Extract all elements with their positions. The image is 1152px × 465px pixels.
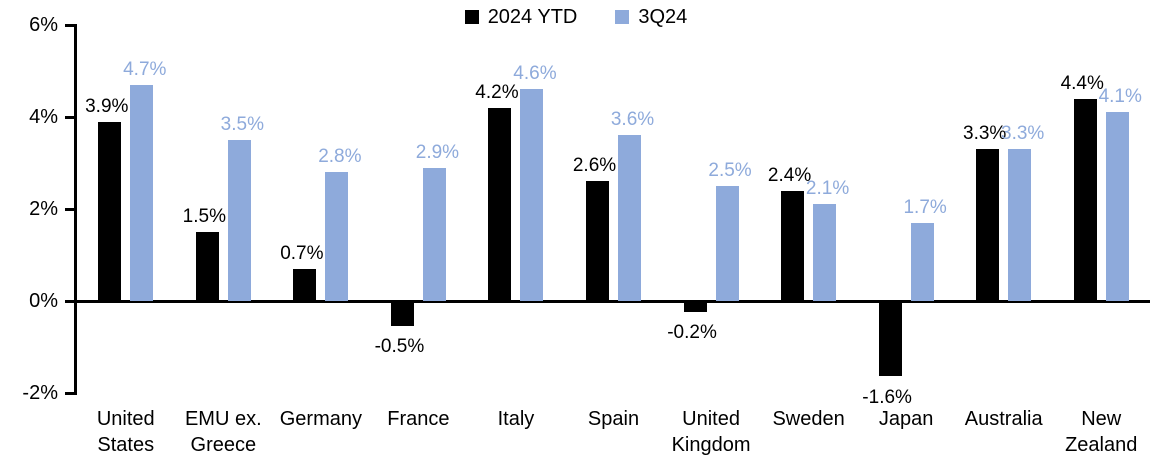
bar-3q24-australia bbox=[1008, 149, 1032, 301]
legend-label-3q24: 3Q24 bbox=[638, 6, 688, 28]
bar-3q24-sweden bbox=[813, 204, 837, 301]
y-axis-tick bbox=[65, 391, 77, 395]
value-label-3q24-germany: 2.8% bbox=[318, 146, 362, 168]
bar-3q24-united-states bbox=[130, 84, 154, 301]
value-label-2024-ytd-sweden: 2.4% bbox=[767, 164, 812, 186]
category-label-spain: Spain bbox=[587, 408, 640, 430]
x-axis-line bbox=[74, 299, 1150, 303]
value-label-2024-ytd-new-zealand: 4.4% bbox=[1060, 72, 1104, 94]
bar-3q24-france bbox=[422, 167, 446, 301]
value-label-3q24-spain: 3.6% bbox=[610, 109, 655, 131]
bar-3q24-emu-ex-greece bbox=[227, 140, 251, 301]
bar-2024-ytd-spain bbox=[586, 181, 609, 301]
bar-2024-ytd-italy bbox=[488, 107, 512, 301]
value-label-3q24-australia: 3.3% bbox=[1001, 123, 1045, 145]
y-axis-tick bbox=[65, 207, 77, 211]
bar-2024-ytd-germany bbox=[293, 268, 317, 301]
category-label-japan: Japan bbox=[878, 408, 934, 430]
chart-legend: 2024 YTD 3Q24 bbox=[0, 6, 1152, 28]
value-label-3q24-emu-ex-greece: 3.5% bbox=[220, 114, 264, 135]
value-label-3q24-france: 2.9% bbox=[415, 141, 460, 163]
legend-entry-3q24: 3Q24 bbox=[615, 6, 687, 28]
y-axis-tick bbox=[65, 299, 77, 303]
value-label-2024-ytd-emu-ex-greece: 1.5% bbox=[182, 206, 226, 227]
category-label-united-states: United States bbox=[96, 408, 155, 456]
bar-2024-ytd-new-zealand bbox=[1073, 98, 1097, 301]
value-label-2024-ytd-italy: 4.2% bbox=[475, 81, 519, 103]
bar-3q24-japan bbox=[910, 222, 934, 301]
bar-3q24-germany bbox=[325, 172, 349, 301]
y-axis-tick bbox=[65, 115, 77, 119]
value-label-3q24-united-states: 4.7% bbox=[123, 58, 167, 80]
value-label-2024-ytd-france: -0.5% bbox=[374, 336, 425, 357]
bar-3q24-italy bbox=[520, 89, 544, 301]
value-label-2024-ytd-germany: 0.7% bbox=[280, 242, 324, 264]
bar-2024-ytd-emu-ex-greece bbox=[195, 232, 219, 301]
legend-swatch-2024-ytd bbox=[464, 10, 479, 24]
bar-2024-ytd-japan bbox=[878, 302, 902, 377]
bar-2024-ytd-united-kingdom bbox=[683, 302, 707, 312]
value-label-3q24-sweden: 2.1% bbox=[805, 178, 850, 200]
y-axis-tick-label: 2% bbox=[29, 198, 58, 220]
category-label-italy: Italy bbox=[497, 408, 535, 430]
legend-swatch-3q24 bbox=[615, 10, 630, 24]
legend-entry-2024-ytd: 2024 YTD bbox=[464, 6, 578, 28]
category-label-emu-ex-greece: EMU ex. Greece bbox=[184, 408, 262, 456]
category-label-germany: Germany bbox=[279, 408, 362, 430]
category-label-australia: Australia bbox=[964, 408, 1043, 430]
value-label-2024-ytd-japan: -1.6% bbox=[862, 386, 912, 408]
bar-3q24-united-kingdom bbox=[715, 186, 739, 301]
value-label-3q24-new-zealand: 4.1% bbox=[1098, 86, 1142, 108]
bar-2024-ytd-australia bbox=[976, 149, 1000, 301]
value-label-2024-ytd-united-states: 3.9% bbox=[85, 95, 129, 117]
bar-3q24-spain bbox=[618, 135, 641, 301]
value-label-3q24-japan: 1.7% bbox=[903, 196, 947, 218]
y-axis-tick-label: 0% bbox=[29, 290, 58, 312]
category-label-united-kingdom: United Kingdom bbox=[671, 408, 751, 456]
value-label-2024-ytd-australia: 3.3% bbox=[963, 123, 1007, 145]
bar-2024-ytd-sweden bbox=[781, 190, 805, 301]
value-label-2024-ytd-united-kingdom: -0.2% bbox=[667, 322, 717, 344]
bar-3q24-new-zealand bbox=[1105, 112, 1129, 301]
legend-label-2024-ytd: 2024 YTD bbox=[487, 6, 578, 28]
y-axis-tick-label: 6% bbox=[29, 14, 58, 36]
value-label-3q24-united-kingdom: 2.5% bbox=[708, 160, 752, 181]
bar-2024-ytd-united-states bbox=[98, 121, 122, 301]
value-label-3q24-italy: 4.6% bbox=[513, 63, 557, 85]
y-axis-tick-label: 4% bbox=[29, 106, 58, 128]
y-axis-tick bbox=[65, 23, 77, 27]
bar-2024-ytd-france bbox=[390, 302, 414, 326]
y-axis-tick-label: -2% bbox=[22, 382, 58, 404]
category-label-new-zealand: New Zealand bbox=[1065, 408, 1138, 456]
value-label-2024-ytd-spain: 2.6% bbox=[572, 155, 617, 177]
category-label-sweden: Sweden bbox=[772, 408, 845, 430]
category-label-france: France bbox=[387, 408, 450, 430]
